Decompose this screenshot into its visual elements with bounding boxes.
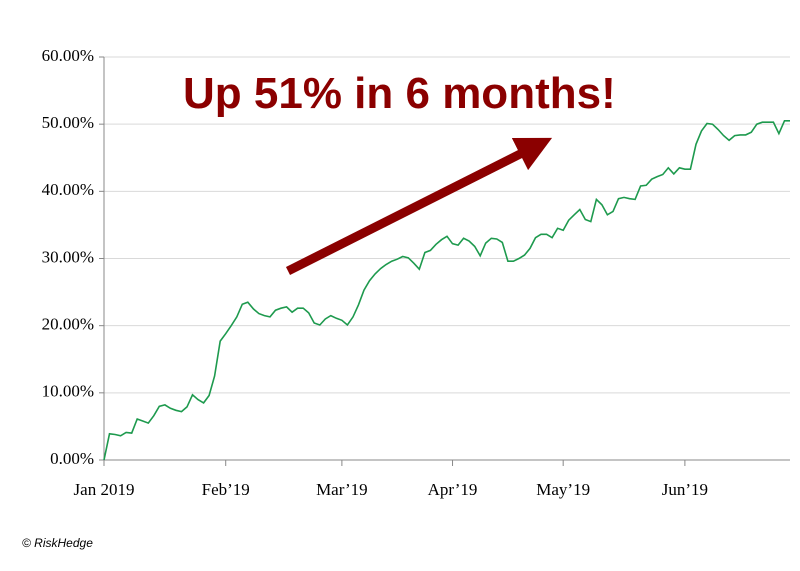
arrow [285,137,553,276]
source: © RiskHedge [22,536,93,550]
y-tick-label: 10.00% [42,382,94,401]
y-tick-label: 60.00% [42,46,94,65]
x-tick-label: Mar’19 [316,480,368,499]
y-tick-label: 40.00% [42,180,94,199]
line [103,120,790,461]
x-tick-label: Jun’19 [662,480,708,499]
x-tick-label: May’19 [536,480,590,499]
y-tick-label: 50.00% [42,113,94,132]
x-tick-label: Apr’19 [428,480,478,499]
annotation: Up 51% in 6 months! [183,69,616,118]
y-tick-label: 20.00% [42,315,94,334]
x-tick-label: Jan 2019 [74,480,135,499]
y-tick-label: 0.00% [50,449,94,468]
y-tick-label: 30.00% [42,247,94,266]
x-tick-label: Feb’19 [202,480,250,499]
